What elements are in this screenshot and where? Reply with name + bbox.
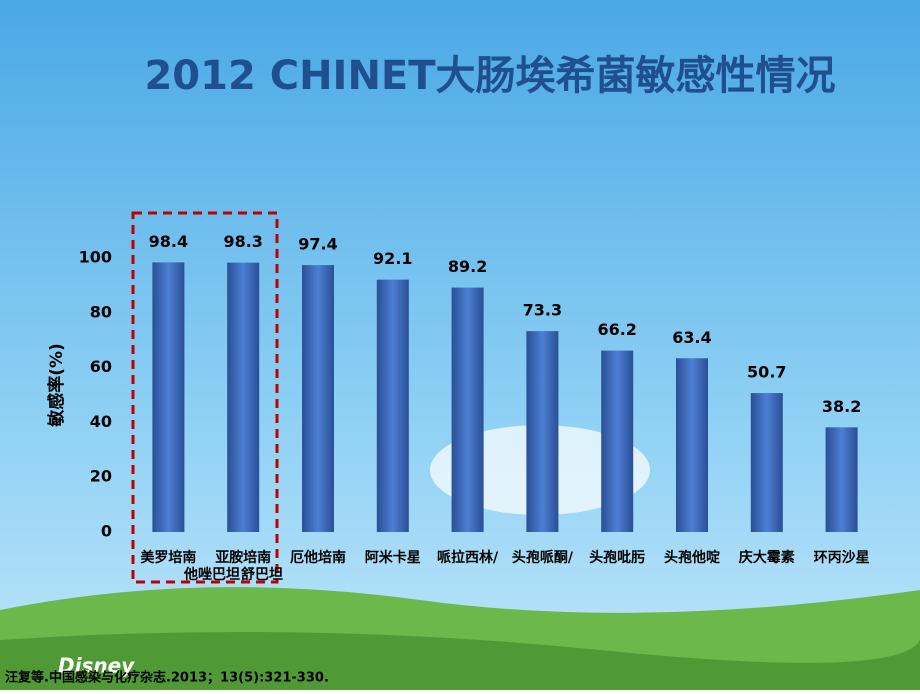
x-tick-label-line2: 他唑巴坦 — [183, 566, 240, 583]
x-tick-label: 阿米卡星 — [365, 549, 421, 566]
y-tick-label: 40 — [90, 412, 112, 431]
grass — [0, 632, 920, 690]
bar — [750, 393, 783, 532]
x-tick-label: 头孢他啶 — [664, 549, 720, 566]
bar — [376, 279, 409, 532]
value-label: 89.2 — [448, 257, 487, 276]
x-tick-label: 哌拉西林/ — [437, 549, 499, 566]
y-tick-label: 100 — [79, 248, 112, 267]
value-label: 98.3 — [223, 232, 262, 251]
value-label: 98.4 — [149, 232, 188, 251]
y-axis-label: 敏感率(%) — [46, 343, 67, 428]
bar — [302, 265, 334, 532]
x-tick-label: 美罗培南 — [140, 549, 196, 566]
x-tick-label: 环丙沙星 — [814, 550, 870, 566]
bar — [825, 427, 858, 532]
value-label: 97.4 — [298, 235, 337, 254]
y-tick-label: 0 — [101, 522, 112, 541]
y-tick-label: 20 — [90, 467, 112, 486]
y-tick-label: 80 — [90, 302, 112, 321]
value-label: 38.2 — [822, 397, 861, 416]
bar — [451, 287, 484, 532]
x-tick-label: 厄他培南 — [290, 549, 346, 566]
value-label: 73.3 — [523, 301, 562, 320]
value-label: 63.4 — [672, 328, 711, 347]
value-label: 92.1 — [373, 249, 412, 268]
x-tick-label: 头孢哌酮/ — [512, 549, 574, 566]
bar — [601, 350, 634, 532]
x-tick-label: 头孢吡肟 — [589, 549, 645, 566]
bar — [152, 262, 185, 532]
value-label: 50.7 — [747, 363, 786, 382]
bar — [227, 262, 260, 532]
y-tick-label: 60 — [90, 357, 112, 376]
citation: 汪复等.中国感染与化疗杂志.2013；13(5):321-330. — [5, 670, 329, 686]
chart-title: 2012 CHINET大肠埃希菌敏感性情况 — [144, 53, 835, 99]
bar — [676, 358, 708, 532]
x-tick-label: 亚胺培南 — [215, 549, 271, 566]
bar — [526, 331, 559, 532]
x-tick-label: 庆大霉素 — [739, 549, 795, 566]
x-tick-label-line2: 舒巴坦 — [241, 566, 283, 583]
highlight-box — [131, 211, 279, 584]
logo: Disney — [58, 654, 135, 678]
value-label: 66.2 — [597, 320, 636, 339]
